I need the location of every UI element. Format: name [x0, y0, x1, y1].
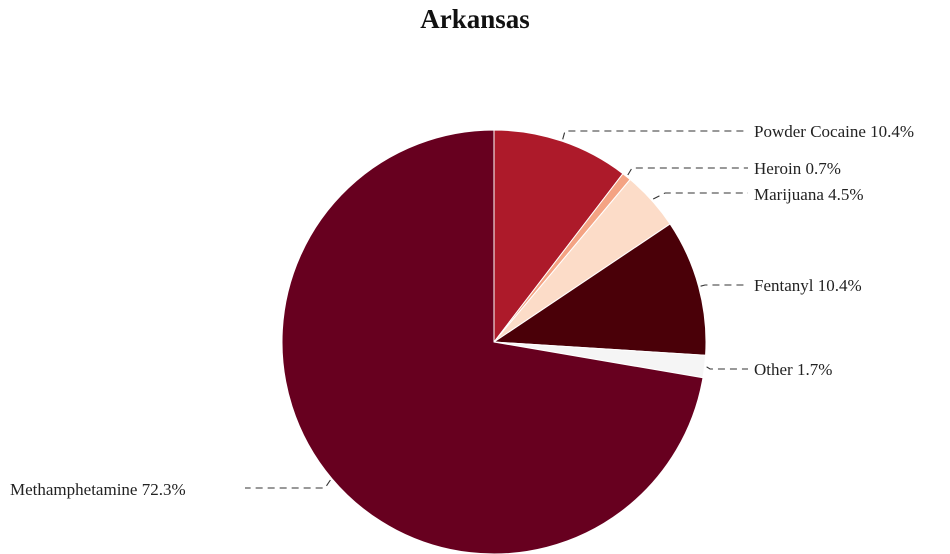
chart-title: Arkansas: [420, 4, 530, 34]
pie-slice-methamphetamine: [281, 129, 704, 554]
pie-slice-fentanyl: [492, 223, 707, 356]
leader-line-powder-cocaine: [562, 130, 748, 140]
pie-slice-powder-cocaine: [493, 129, 624, 344]
leader-line-fentanyl: [700, 284, 748, 287]
slice-label-powder-cocaine: Powder Cocaine 10.4%: [754, 122, 914, 141]
slice-label-heroin: Heroin 0.7%: [754, 159, 841, 178]
slice-label-other: Other 1.7%: [754, 360, 832, 379]
leader-line-methamphetamine: [245, 479, 331, 489]
slice-label-methamphetamine: Methamphetamine 72.3%: [10, 480, 186, 499]
slice-label-fentanyl: Fentanyl 10.4%: [754, 276, 862, 295]
leader-line-other: [706, 366, 748, 370]
slice-label-marijuana: Marijuana 4.5%: [754, 185, 864, 204]
leader-line-marijuana: [652, 192, 748, 200]
leader-line-heroin: [627, 167, 748, 176]
